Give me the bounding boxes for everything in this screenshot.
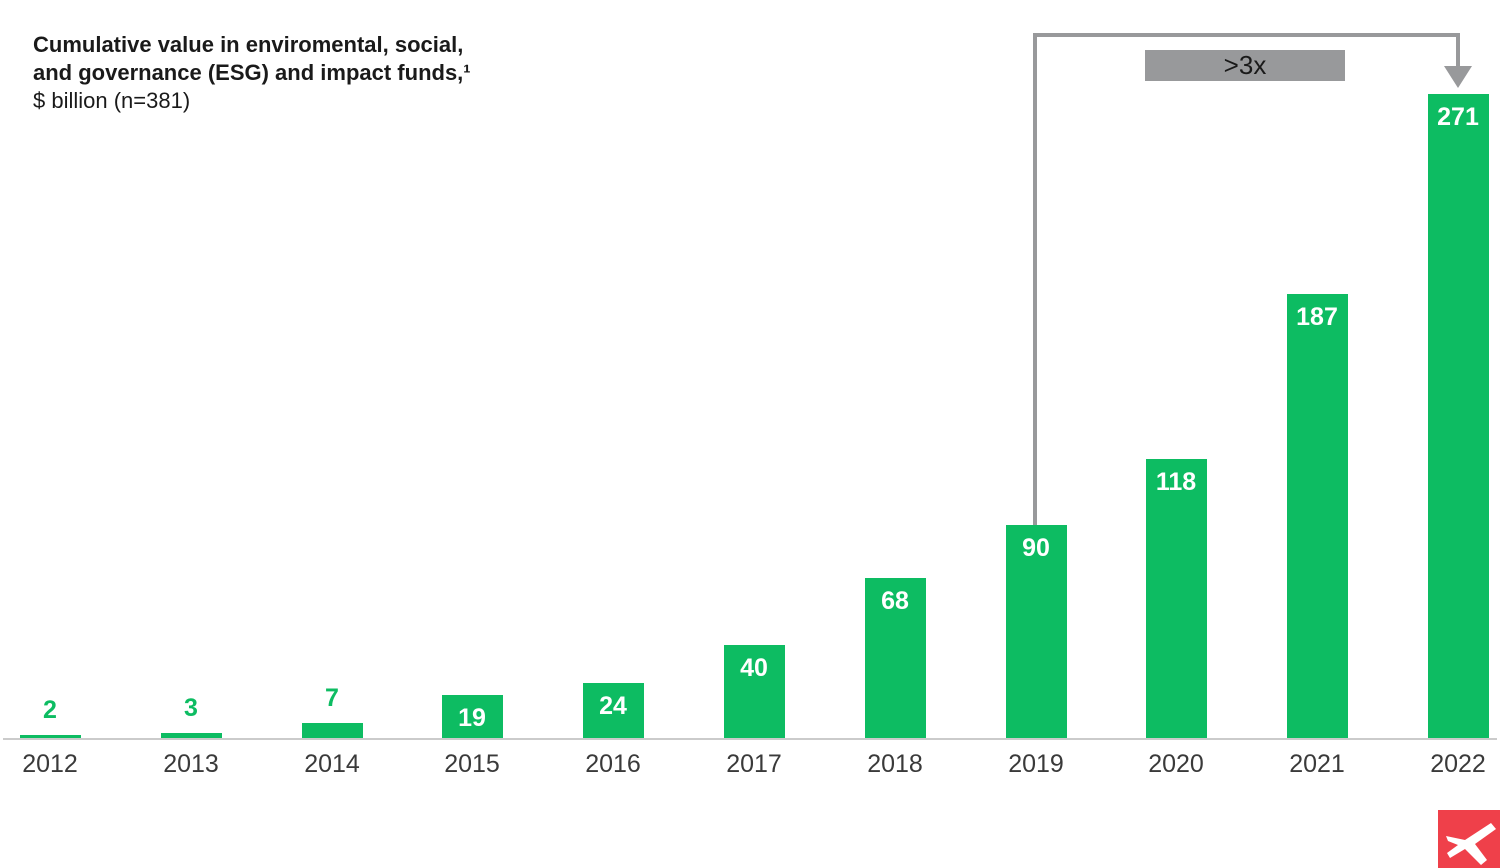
annotation-line-left <box>1033 33 1037 525</box>
bar-2012 <box>20 735 81 740</box>
chart-title-line2: and governance (ESG) and impact funds,¹ <box>33 60 471 85</box>
bar-2021 <box>1287 294 1348 740</box>
bar-2018 <box>865 578 926 740</box>
bar-2022 <box>1428 94 1489 740</box>
bar-value-label-2013: 3 <box>184 694 198 722</box>
x-tick-2018: 2018 <box>867 750 923 778</box>
bar-value-label-2018: 68 <box>881 587 909 615</box>
chart-title-block: Cumulative value in enviromental, social… <box>33 31 471 115</box>
chart-subtitle: $ billion (n=381) <box>33 88 191 113</box>
x-axis-line <box>3 738 1497 740</box>
bar-value-label-2022: 271 <box>1437 103 1479 131</box>
bar-2013 <box>161 733 222 740</box>
xm-logo-icon <box>1438 810 1500 868</box>
x-tick-2019: 2019 <box>1008 750 1064 778</box>
bar-2019 <box>1006 525 1067 740</box>
bar-value-label-2019: 90 <box>1022 534 1050 562</box>
x-tick-2016: 2016 <box>585 750 641 778</box>
x-tick-2020: 2020 <box>1148 750 1204 778</box>
bar-value-label-2014: 7 <box>325 684 339 712</box>
x-tick-2021: 2021 <box>1289 750 1345 778</box>
bar-value-label-2020: 118 <box>1155 468 1197 496</box>
bar-value-label-2016: 24 <box>599 692 627 720</box>
bar-2014 <box>302 723 363 740</box>
bar-value-label-2021: 187 <box>1296 303 1338 331</box>
bar-2016 <box>583 683 644 740</box>
x-tick-2013: 2013 <box>163 750 219 778</box>
x-tick-2014: 2014 <box>304 750 360 778</box>
bar-value-label-2012: 2 <box>43 696 57 724</box>
bar-2017 <box>724 645 785 740</box>
bar-value-label-2015: 19 <box>458 704 486 732</box>
x-tick-2022: 2022 <box>1430 750 1486 778</box>
chart-title-line1: Cumulative value in enviromental, social… <box>33 32 464 57</box>
xm-logo <box>1438 810 1500 868</box>
x-tick-2017: 2017 <box>726 750 782 778</box>
x-tick-2012: 2012 <box>22 750 78 778</box>
annotation-line-horizontal <box>1033 33 1460 37</box>
annotation-arrowhead-icon <box>1444 66 1472 88</box>
bar-value-label-2017: 40 <box>740 654 768 682</box>
bar-2015 <box>442 695 503 740</box>
annotation-label: >3x <box>1145 50 1345 81</box>
bar-2020 <box>1146 459 1207 740</box>
x-tick-2015: 2015 <box>444 750 500 778</box>
annotation-line-right <box>1456 33 1460 68</box>
